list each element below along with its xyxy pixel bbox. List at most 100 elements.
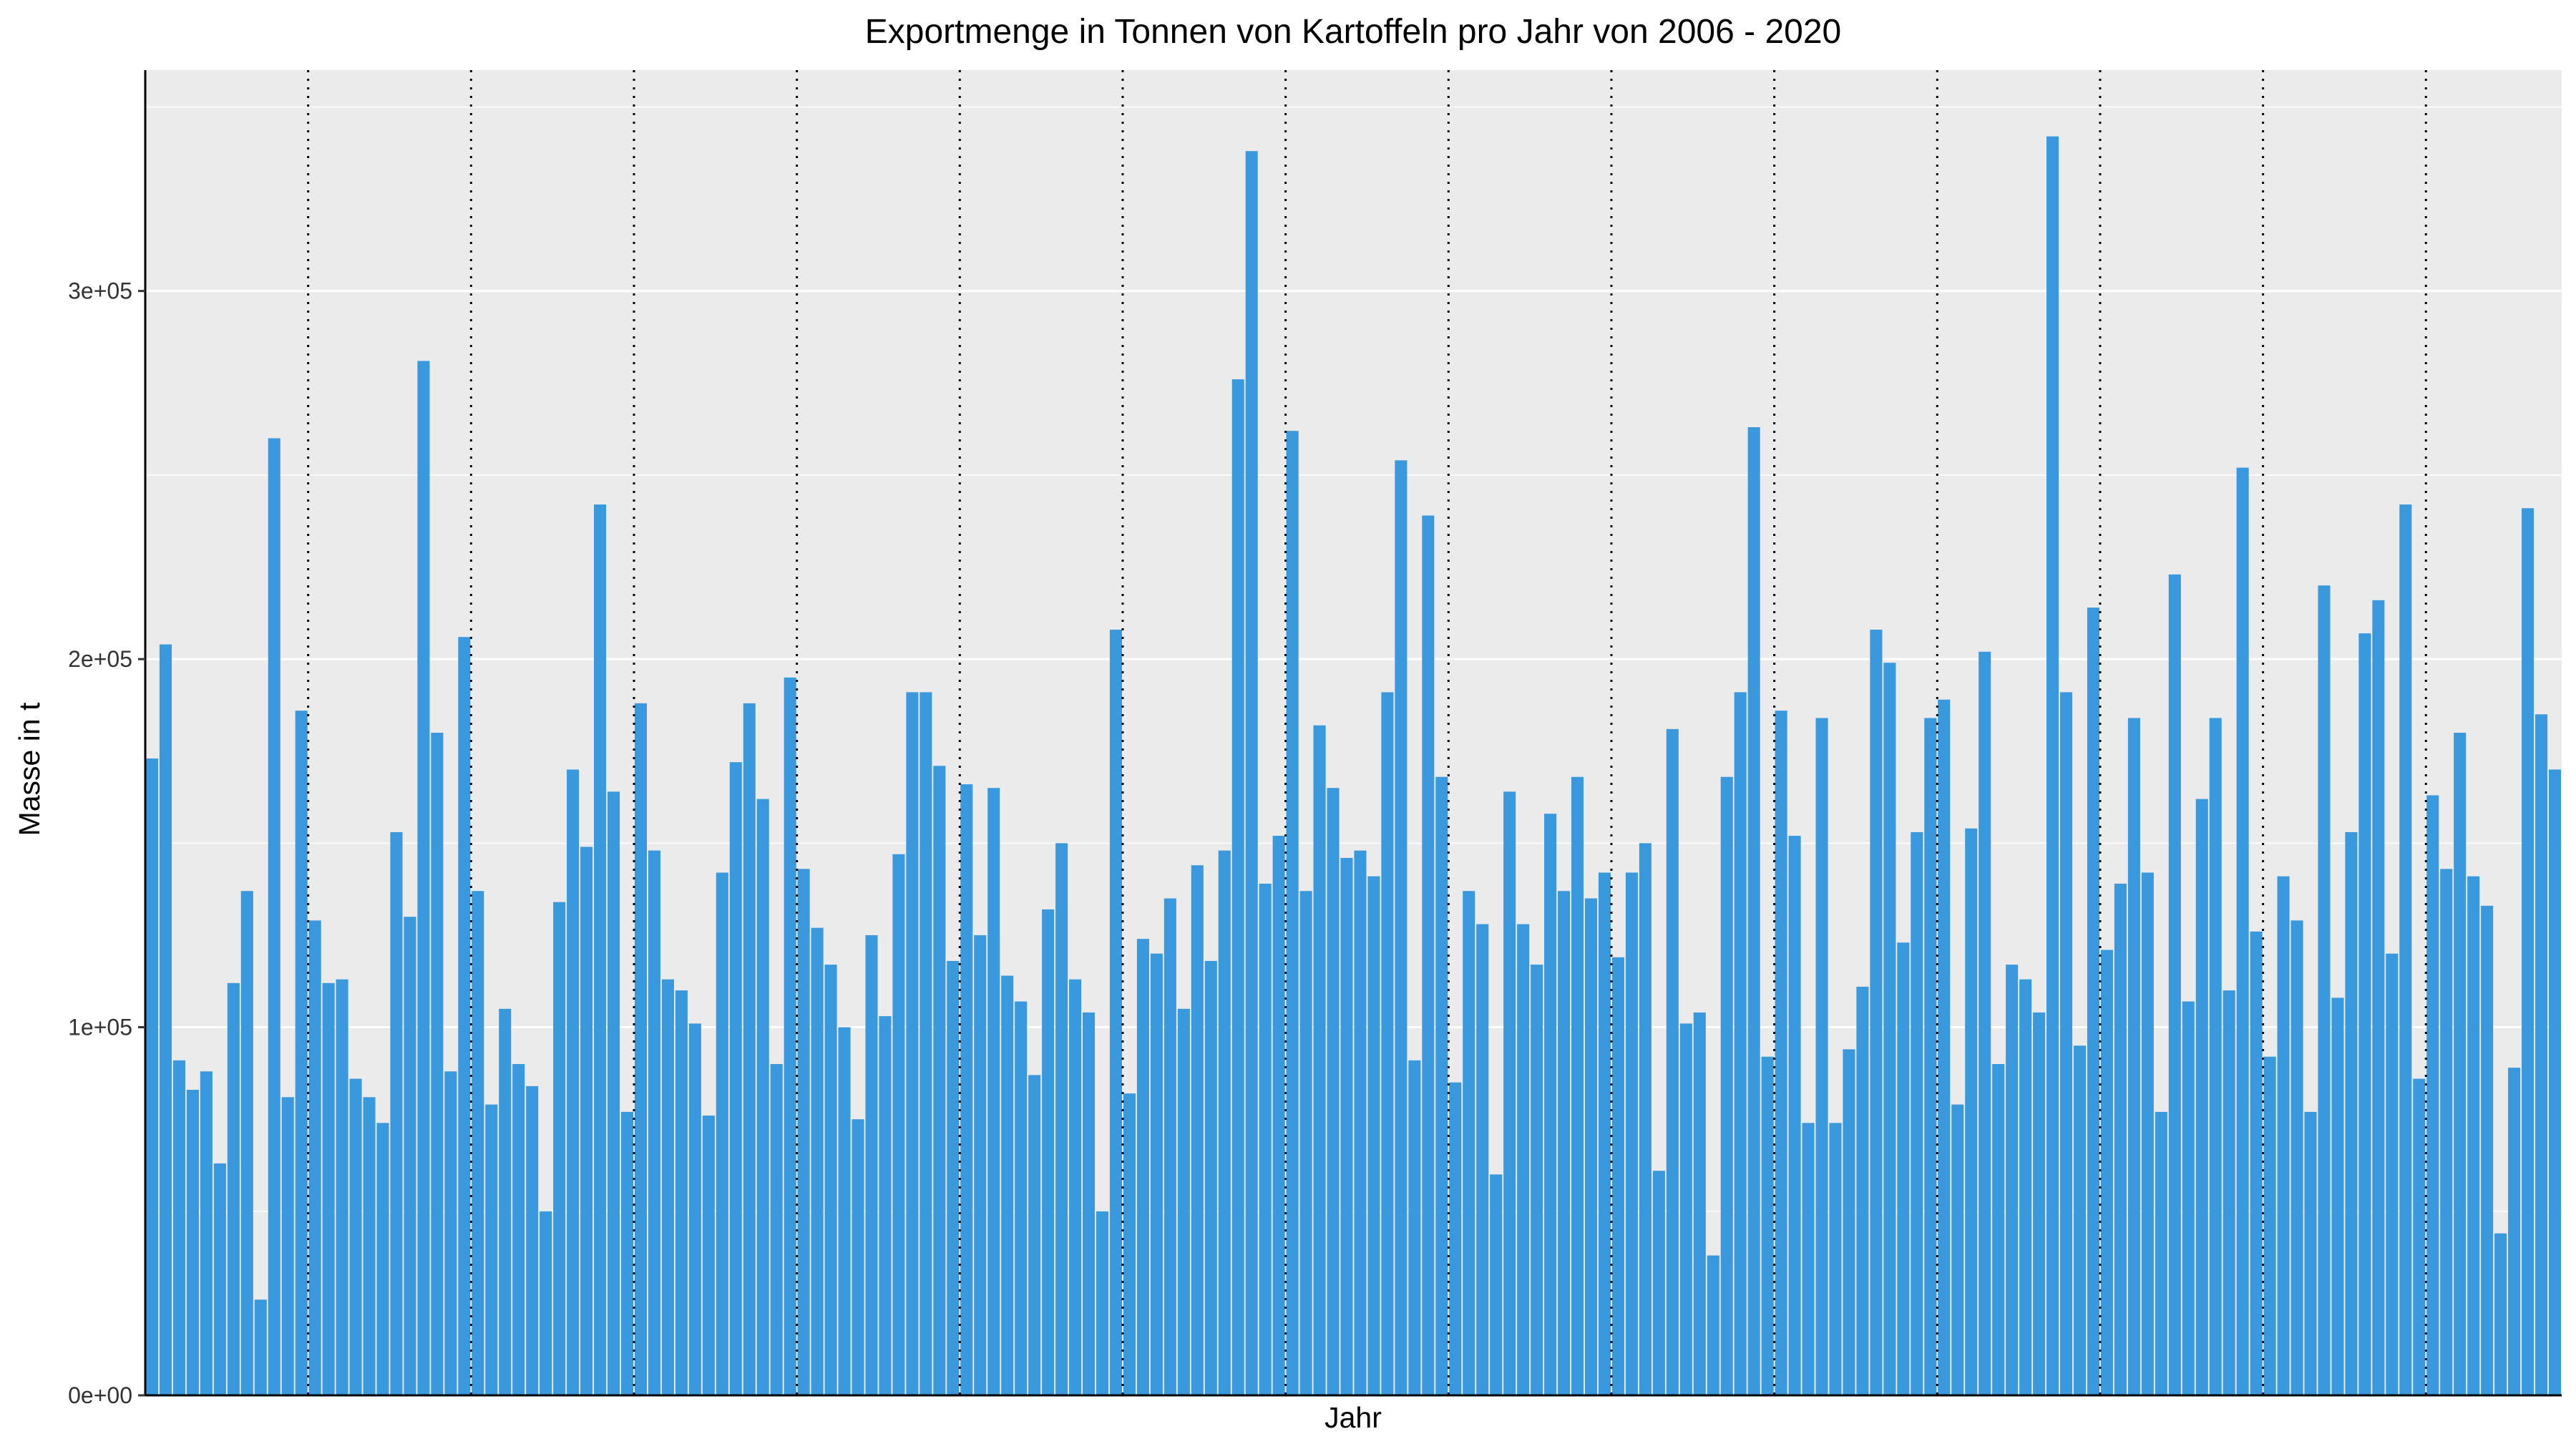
bar: [1679, 1023, 1692, 1395]
bar: [1449, 1082, 1462, 1395]
bar: [1177, 1008, 1190, 1395]
y-tick-label: 3e+05: [68, 278, 132, 304]
bar: [1870, 629, 1883, 1395]
bar: [2100, 950, 2113, 1395]
bar: [512, 1064, 525, 1395]
bar: [1911, 831, 1923, 1395]
bar: [2127, 718, 2140, 1395]
bar: [2182, 1001, 2195, 1395]
bar: [1584, 898, 1598, 1395]
bar: [2141, 872, 2154, 1395]
bar: [2454, 733, 2467, 1395]
bar: [2399, 504, 2412, 1395]
bar: [797, 869, 810, 1395]
bar: [2168, 574, 2181, 1396]
bar: [1503, 791, 1516, 1395]
bar: [2195, 799, 2208, 1395]
bar: [2019, 979, 2032, 1395]
bar: [2386, 953, 2399, 1395]
bar: [1558, 891, 1571, 1395]
bar: [1531, 965, 1543, 1395]
bar: [1625, 872, 1638, 1395]
bar: [1150, 953, 1163, 1395]
bar: [1747, 427, 1760, 1395]
bar: [1734, 692, 1747, 1395]
year-separators: [307, 70, 2427, 1395]
bar: [1069, 979, 1082, 1395]
bar: [634, 703, 648, 1395]
bar: [145, 758, 159, 1395]
bar: [417, 361, 430, 1395]
bar: [1775, 711, 1787, 1395]
bar: [2223, 990, 2235, 1395]
bar: [2059, 692, 2073, 1395]
bar: [1109, 629, 1123, 1395]
bar: [472, 891, 484, 1395]
bar: [594, 504, 607, 1395]
bar: [2114, 883, 2127, 1395]
bar: [240, 891, 253, 1395]
bar: [2345, 831, 2358, 1395]
bar: [254, 1299, 267, 1395]
x-axis-label: Jahr: [1324, 1401, 1382, 1434]
bar: [1055, 843, 1068, 1395]
bar: [499, 1008, 512, 1395]
bar: [1476, 924, 1489, 1395]
bar: [648, 850, 660, 1395]
bar: [919, 692, 932, 1395]
bar: [213, 1163, 226, 1395]
bar: [1883, 663, 1896, 1395]
bar: [1354, 850, 1367, 1395]
bar: [2481, 905, 2494, 1395]
bar: [1001, 975, 1014, 1395]
bar: [2372, 600, 2385, 1395]
bar: [1965, 828, 1978, 1395]
bar: [322, 982, 335, 1395]
bar: [2209, 718, 2222, 1395]
bar: [2155, 1111, 2167, 1395]
bar: [1924, 718, 1937, 1395]
bar: [1435, 776, 1448, 1395]
y-tick-label: 2e+05: [68, 646, 132, 672]
bar: [186, 1090, 199, 1395]
bar: [363, 1097, 376, 1395]
bar: [1897, 942, 1910, 1395]
bar: [1979, 651, 1991, 1395]
bar: [865, 935, 878, 1395]
bar: [526, 1085, 539, 1395]
bar: [675, 990, 688, 1395]
bar: [661, 979, 674, 1395]
bar: [2358, 633, 2371, 1395]
bar: [1408, 1060, 1421, 1395]
bar: [1299, 891, 1312, 1395]
bar: [1611, 957, 1624, 1395]
bar: [2250, 931, 2263, 1395]
bar: [824, 965, 837, 1395]
bar: [1028, 1075, 1041, 1395]
bar: [960, 784, 973, 1395]
bar: [1571, 776, 1584, 1395]
bar: [702, 1116, 715, 1395]
bar: [172, 1060, 185, 1395]
bar: [1231, 379, 1244, 1396]
bar: [1395, 460, 1407, 1396]
bar: [1463, 891, 1475, 1395]
bar: [743, 703, 756, 1395]
bar: [540, 1211, 552, 1395]
bar: [852, 1119, 864, 1395]
bar: [2006, 965, 2019, 1395]
bar: [1843, 1049, 1855, 1395]
y-tick-label: 0e+00: [68, 1382, 132, 1408]
bars: [145, 136, 2562, 1396]
bar: [1272, 836, 1285, 1395]
bar: [1761, 1056, 1774, 1395]
bar: [1856, 986, 1869, 1395]
bar: [716, 872, 728, 1395]
bar: [308, 920, 321, 1395]
bar: [2304, 1111, 2317, 1395]
bar: [1381, 692, 1394, 1395]
bar: [2548, 769, 2562, 1395]
bar: [553, 902, 566, 1395]
bar: [1490, 1174, 1503, 1395]
bar: [567, 769, 580, 1395]
